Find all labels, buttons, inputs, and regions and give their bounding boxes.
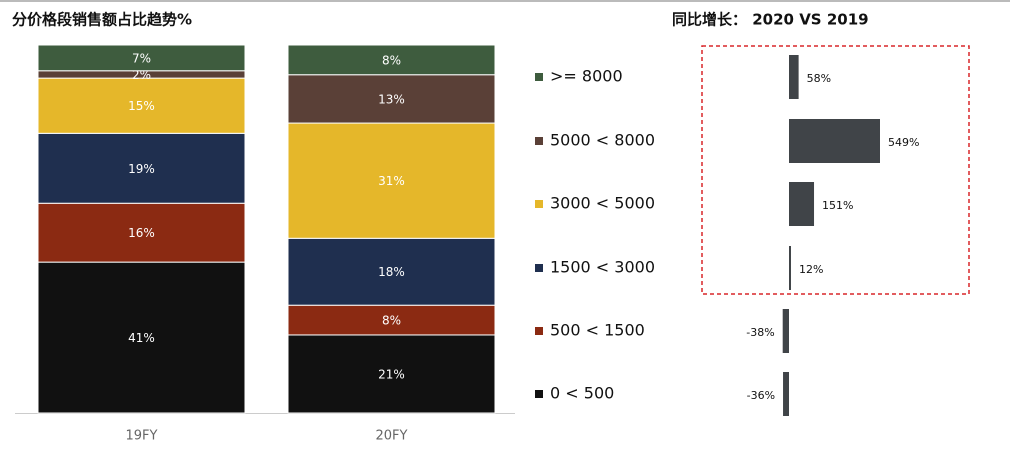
- bar-segment: [287, 237, 496, 306]
- x-tick-label: 19FY: [126, 429, 158, 444]
- bar: [789, 246, 791, 290]
- bar-segment: [287, 44, 496, 76]
- bar: [783, 372, 789, 416]
- legend-label: 3000 < 5000: [550, 194, 655, 213]
- data-label: 7%: [132, 51, 151, 65]
- data-label: 58%: [807, 72, 831, 85]
- data-label: 151%: [822, 199, 853, 212]
- legend-swatch: [535, 73, 543, 81]
- data-label: 41%: [128, 331, 155, 345]
- data-label: 13%: [378, 92, 405, 106]
- legend-label: >= 8000: [550, 67, 623, 86]
- legend-label: 5000 < 8000: [550, 131, 655, 150]
- bar: [789, 119, 880, 163]
- bar-segment: [287, 122, 496, 239]
- chart-title: 同比增长： 2020 VS 2019: [672, 11, 869, 29]
- data-label: -38%: [746, 326, 774, 339]
- bar-segment: [37, 44, 246, 72]
- bar-segment: [37, 261, 246, 414]
- bar: [789, 182, 815, 226]
- legend-swatch: [535, 327, 543, 335]
- chart-title: 分价格段销售额占比趋势%: [12, 11, 192, 29]
- data-label: 8%: [382, 314, 401, 328]
- bar-segment: [37, 77, 246, 134]
- legend-label: 0 < 500: [550, 384, 614, 403]
- legend-label: 500 < 1500: [550, 321, 645, 340]
- data-label: 549%: [888, 136, 919, 149]
- bar-segment: [287, 334, 496, 414]
- data-label: 19%: [128, 162, 155, 176]
- bar-segment: [287, 304, 496, 336]
- data-label: 18%: [378, 265, 405, 279]
- bar-segment: [37, 132, 246, 204]
- data-label: 12%: [799, 263, 823, 276]
- data-label: 8%: [382, 53, 401, 67]
- data-label: 21%: [378, 367, 405, 381]
- highlight-box: [701, 45, 970, 295]
- x-tick-label: 20FY: [376, 429, 408, 444]
- legend-swatch: [535, 390, 543, 398]
- bar-segment: [287, 74, 496, 124]
- data-label: 16%: [128, 226, 155, 240]
- data-label: 31%: [378, 174, 405, 188]
- data-label: -36%: [747, 389, 775, 402]
- data-label: 15%: [128, 99, 155, 113]
- legend-swatch: [535, 200, 543, 208]
- bar: [782, 309, 789, 353]
- data-label: 2%: [132, 68, 151, 82]
- bar: [789, 55, 799, 99]
- legend-label: 1500 < 3000: [550, 258, 655, 277]
- legend-swatch: [535, 264, 543, 272]
- legend-swatch: [535, 137, 543, 145]
